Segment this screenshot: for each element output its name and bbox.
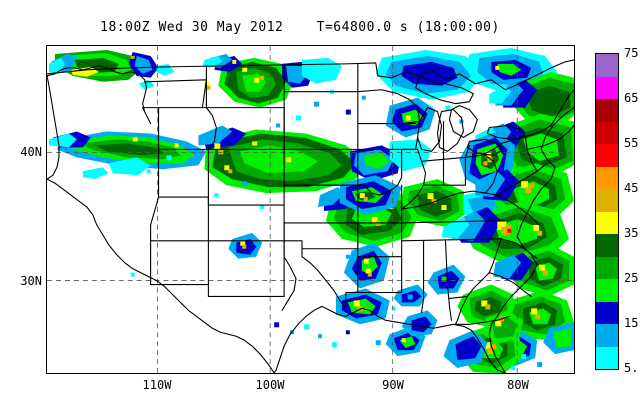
echo-gulf-coast bbox=[214, 181, 413, 348]
x-tick-110w: 110W bbox=[142, 378, 172, 392]
echo-northern-plains bbox=[202, 53, 342, 108]
colorbar-band bbox=[596, 54, 618, 77]
colorbar-band bbox=[596, 211, 618, 234]
colorbar-band bbox=[596, 234, 618, 257]
echo-southeast bbox=[393, 264, 574, 355]
plot-title: 18:00Z Wed 30 May 2012 T=64800.0 s (18:0… bbox=[100, 20, 500, 35]
x-tick-80w: 80W bbox=[507, 378, 529, 392]
colorbar-tick-45: 45. bbox=[624, 181, 640, 195]
colorbar-band bbox=[596, 121, 618, 144]
colorbar-tick-25: 25. bbox=[624, 271, 640, 285]
colorbar-band bbox=[596, 189, 618, 212]
colorbar-tick-5: 5. bbox=[624, 361, 639, 375]
reflectivity-colorbar bbox=[595, 53, 619, 370]
colorbar-band bbox=[596, 166, 618, 189]
x-tick-90w: 90W bbox=[382, 378, 404, 392]
echo-central-plains bbox=[48, 125, 432, 194]
colorbar-band bbox=[596, 324, 618, 347]
y-tick-30n: 30N bbox=[20, 274, 42, 288]
colorbar-band bbox=[596, 76, 618, 99]
colorbar-tick-75: 75. bbox=[624, 46, 640, 60]
colorbar-band bbox=[596, 301, 618, 324]
colorbar-band bbox=[596, 144, 618, 167]
x-tick-100w: 100W bbox=[255, 378, 285, 392]
colorbar-tick-55: 55. bbox=[624, 136, 640, 150]
echo-florida bbox=[385, 310, 543, 373]
colorbar-tick-35: 35. bbox=[624, 226, 640, 240]
colorbar-band bbox=[596, 279, 618, 302]
graticule-layer bbox=[47, 46, 574, 373]
y-tick-40n: 40N bbox=[20, 145, 42, 159]
colorbar-tick-65: 65. bbox=[624, 91, 640, 105]
map-plot-area[interactable] bbox=[46, 45, 575, 374]
map-graphic bbox=[47, 46, 574, 373]
map-outline-layer bbox=[47, 59, 574, 373]
colorbar-band bbox=[596, 256, 618, 279]
colorbar-band bbox=[596, 346, 618, 369]
colorbar-band bbox=[596, 99, 618, 122]
colorbar-tick-15: 15. bbox=[624, 316, 640, 330]
